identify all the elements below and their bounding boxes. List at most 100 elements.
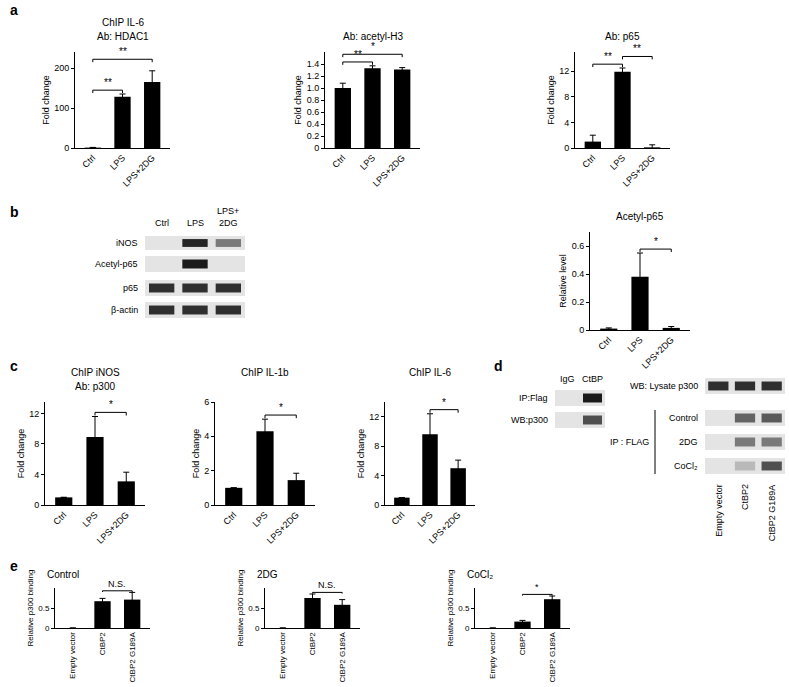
svg-text:4: 4 (374, 471, 379, 481)
svg-text:LPS+2DG: LPS+2DG (621, 153, 657, 189)
svg-text:LPS+2DG: LPS+2DG (95, 510, 131, 546)
svg-text:WB: Lysate p300: WB: Lysate p300 (630, 381, 698, 391)
svg-text:CoCl₂: CoCl₂ (674, 461, 698, 471)
svg-text:8: 8 (374, 441, 379, 451)
svg-text:ChIP IL-6: ChIP IL-6 (102, 17, 144, 28)
svg-text:**: ** (633, 43, 641, 54)
svg-text:4: 4 (204, 431, 209, 441)
svg-text:1.0: 1.0 (307, 83, 320, 93)
svg-text:200: 200 (54, 63, 69, 73)
svg-text:Empty vector: Empty vector (278, 632, 287, 679)
svg-text:0: 0 (314, 143, 319, 153)
svg-text:2DG: 2DG (257, 569, 278, 580)
svg-text:**: ** (354, 49, 362, 60)
svg-text:LPS: LPS (80, 510, 99, 529)
svg-text:IP:Flag: IP:Flag (519, 393, 548, 403)
svg-text:N.S.: N.S. (108, 579, 126, 589)
svg-text:LPS+2DG: LPS+2DG (640, 335, 676, 371)
svg-text:*: * (279, 402, 283, 413)
svg-text:Ctrl: Ctrl (596, 335, 613, 352)
svg-text:c: c (10, 358, 18, 374)
svg-text:LPS: LPS (358, 153, 377, 172)
svg-text:Fold change: Fold change (41, 75, 51, 125)
svg-text:d: d (494, 358, 503, 374)
svg-text:iNOS: iNOS (116, 238, 138, 248)
svg-text:0.5: 0.5 (38, 604, 50, 613)
svg-text:0: 0 (564, 143, 569, 153)
svg-text:Ab: p300: Ab: p300 (75, 381, 115, 392)
svg-text:Ab: HDAC1: Ab: HDAC1 (97, 31, 149, 42)
svg-text:LPS: LPS (415, 510, 434, 529)
svg-text:Empty vector: Empty vector (68, 632, 77, 679)
svg-text:Acetyl-p65: Acetyl-p65 (95, 259, 138, 269)
svg-text:0: 0 (374, 500, 379, 510)
svg-text:1.4: 1.4 (307, 59, 320, 69)
svg-text:CtBP2 G189A: CtBP2 G189A (338, 632, 347, 683)
svg-text:β-actin: β-actin (111, 305, 138, 315)
svg-text:Fold change: Fold change (546, 75, 556, 125)
svg-text:CtBP2 G189A: CtBP2 G189A (128, 632, 137, 683)
svg-text:IgG: IgG (560, 374, 575, 384)
svg-text:0.6: 0.6 (307, 107, 320, 117)
svg-text:**: ** (119, 46, 127, 57)
svg-text:0.2: 0.2 (307, 131, 320, 141)
svg-text:CtBP2: CtBP2 (740, 484, 750, 510)
svg-text:Relative level: Relative level (558, 254, 568, 308)
svg-text:8: 8 (34, 439, 39, 449)
svg-text:ChIP iNOS: ChIP iNOS (71, 367, 120, 378)
svg-text:LPS: LPS (108, 153, 127, 172)
svg-text:0.8: 0.8 (307, 95, 320, 105)
svg-text:Relative p300 binding: Relative p300 binding (446, 570, 455, 647)
svg-text:0: 0 (255, 624, 260, 633)
svg-text:4: 4 (34, 470, 39, 480)
svg-text:Fold change: Fold change (16, 429, 26, 479)
svg-text:LPS: LPS (608, 153, 627, 172)
svg-text:Control: Control (47, 569, 79, 580)
svg-text:LPS+2DG: LPS+2DG (427, 510, 463, 546)
svg-text:Empty vector: Empty vector (714, 484, 724, 537)
svg-text:Ctrl: Ctrl (221, 510, 238, 527)
svg-text:0: 0 (45, 624, 50, 633)
svg-text:0: 0 (64, 143, 69, 153)
svg-text:*: * (109, 399, 113, 410)
svg-text:LPS: LPS (250, 510, 269, 529)
svg-text:0: 0 (34, 500, 39, 510)
svg-text:LPS+2DG: LPS+2DG (265, 510, 301, 546)
svg-text:0.4: 0.4 (307, 119, 320, 129)
svg-text:Ab: acetyl-H3: Ab: acetyl-H3 (343, 31, 403, 42)
svg-text:12: 12 (559, 66, 569, 76)
svg-text:CtBP2: CtBP2 (518, 632, 527, 656)
svg-text:CtBP2 G189A: CtBP2 G189A (548, 632, 557, 683)
svg-text:b: b (10, 204, 19, 220)
svg-text:Ctrl: Ctrl (155, 218, 169, 228)
svg-text:Ctrl: Ctrl (389, 510, 406, 527)
svg-text:Relative p300 binding: Relative p300 binding (236, 570, 245, 647)
svg-text:4: 4 (564, 118, 569, 128)
svg-text:*: * (371, 41, 375, 52)
svg-text:ChIP IL-6: ChIP IL-6 (409, 367, 451, 378)
svg-text:6: 6 (204, 397, 209, 407)
svg-text:0.5: 0.5 (248, 604, 260, 613)
svg-text:0: 0 (204, 500, 209, 510)
svg-text:1.2: 1.2 (307, 71, 320, 81)
svg-text:2: 2 (204, 466, 209, 476)
svg-text:*: * (535, 582, 539, 592)
svg-text:N.S.: N.S. (318, 580, 336, 590)
svg-text:Control: Control (669, 413, 698, 423)
svg-text:100: 100 (54, 103, 69, 113)
svg-text:Ctrl: Ctrl (580, 153, 597, 170)
svg-text:Empty vector: Empty vector (488, 632, 497, 679)
svg-text:8: 8 (564, 92, 569, 102)
svg-text:LPS+2DG: LPS+2DG (121, 153, 157, 189)
svg-text:Fold change: Fold change (191, 429, 201, 479)
svg-text:0.5: 0.5 (458, 604, 470, 613)
svg-text:2DG: 2DG (679, 437, 698, 447)
svg-text:12: 12 (29, 409, 39, 419)
svg-text:0.2: 0.2 (572, 297, 585, 307)
svg-text:LPS: LPS (187, 218, 204, 228)
svg-text:CtBP2: CtBP2 (308, 632, 317, 656)
svg-text:e: e (10, 558, 18, 574)
svg-text:0: 0 (465, 624, 470, 633)
svg-text:IP : FLAG: IP : FLAG (610, 437, 649, 447)
svg-text:p65: p65 (123, 283, 138, 293)
